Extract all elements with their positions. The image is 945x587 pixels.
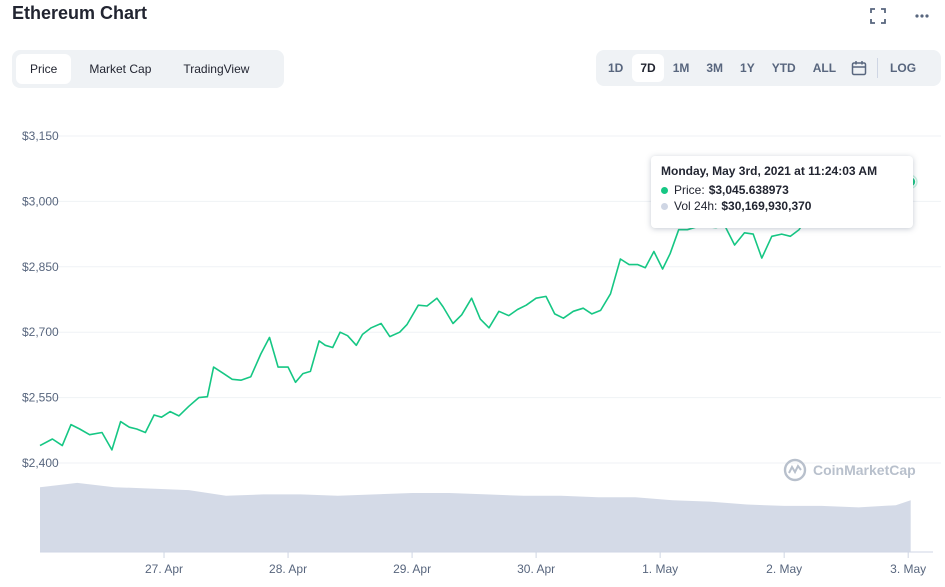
header-actions — [867, 8, 933, 30]
y-tick-label-2400: $2,400 — [22, 456, 59, 470]
tooltip-date: Monday, May 3rd, 2021 at 11:24:03 AM — [661, 164, 878, 178]
price-dot-icon — [661, 186, 668, 194]
tooltip-price-value: $3,045.638973 — [708, 183, 789, 197]
tooltip-volume-row: Vol 24h: $30,169,930,370 — [661, 198, 903, 214]
volume-dot-icon — [661, 202, 668, 210]
x-tick-label-2: 28. Apr — [269, 562, 307, 576]
calendar-icon[interactable] — [845, 54, 873, 82]
more-icon-svg — [915, 14, 929, 18]
range-1m[interactable]: 1M — [672, 61, 690, 75]
y-axis: $2,400 $2,550 $2,700 $2,850 $3,000 $3,150 — [22, 129, 59, 470]
volume-area — [40, 482, 911, 552]
x-tick-label-4: 30. Apr — [517, 562, 555, 576]
page-title: Ethereum Chart — [12, 3, 148, 23]
x-tick-label-6: 2. May — [766, 562, 802, 576]
price-chart: $2,400 $2,550 $2,700 $2,850 $3,000 $3,150 27.… — [22, 129, 941, 576]
x-axis: 27. Apr 28. Apr 29. Apr 30. Apr 1. May 2. May… — [40, 551, 933, 576]
y-tick-label-2550: $2,550 — [22, 391, 59, 405]
price-line — [39, 181, 911, 451]
y-tick-label-3000: $3,000 — [22, 194, 59, 208]
range-all[interactable]: ALL — [812, 61, 837, 75]
range-7d[interactable]: 7D — [632, 54, 664, 82]
y-tick-label-3150: $3,150 — [22, 129, 59, 143]
range-3m[interactable]: 3M — [706, 61, 724, 75]
x-tick-label-3: 29. Apr — [393, 562, 431, 576]
y-tick-label-2850: $2,850 — [22, 260, 59, 274]
tooltip-volume-label: Vol 24h: — [674, 199, 718, 213]
tooltip-volume-value: $30,169,930,370 — [721, 199, 812, 213]
x-tick-label-5: 1. May — [642, 562, 678, 576]
volume-area-path — [40, 482, 911, 552]
chart-grid — [40, 135, 941, 464]
range-ytd[interactable]: YTD — [771, 61, 796, 75]
range-1y[interactable]: 1Y — [740, 61, 755, 75]
more-icon[interactable] — [911, 8, 933, 30]
fullscreen-icon[interactable] — [867, 8, 889, 30]
calendar-icon-svg — [851, 61, 867, 76]
time-range-selector: 1D 7D 1M 3M 1Y YTD ALL LOG — [596, 50, 941, 86]
tab-market-cap[interactable]: Market Cap — [89, 62, 152, 76]
y-tick-label-2700: $2,700 — [22, 325, 59, 339]
range-1d[interactable]: 1D — [608, 61, 624, 75]
watermark-text: CoinMarketCap — [813, 462, 916, 478]
tab-tradingview[interactable]: TradingView — [183, 62, 250, 76]
x-tick-label-1: 27. Apr — [145, 562, 183, 576]
tab-price[interactable]: Price — [16, 54, 72, 84]
log-toggle[interactable]: LOG — [890, 61, 917, 75]
tooltip-price-row: Price: $3,045.638973 — [661, 182, 903, 198]
tooltip-price-label: Price: — [674, 183, 705, 197]
x-tick-label-7: 3. May — [890, 562, 926, 576]
chart-type-tabs: Price Market Cap TradingView — [12, 50, 284, 88]
price-tooltip: Monday, May 3rd, 2021 at 11:24:03 AM Pri… — [651, 156, 913, 228]
fullscreen-icon-svg — [870, 8, 886, 24]
coinmarketcap-watermark: CoinMarketCap — [783, 458, 916, 482]
coinmarketcap-logo-icon — [783, 458, 807, 482]
range-divider — [877, 58, 879, 78]
